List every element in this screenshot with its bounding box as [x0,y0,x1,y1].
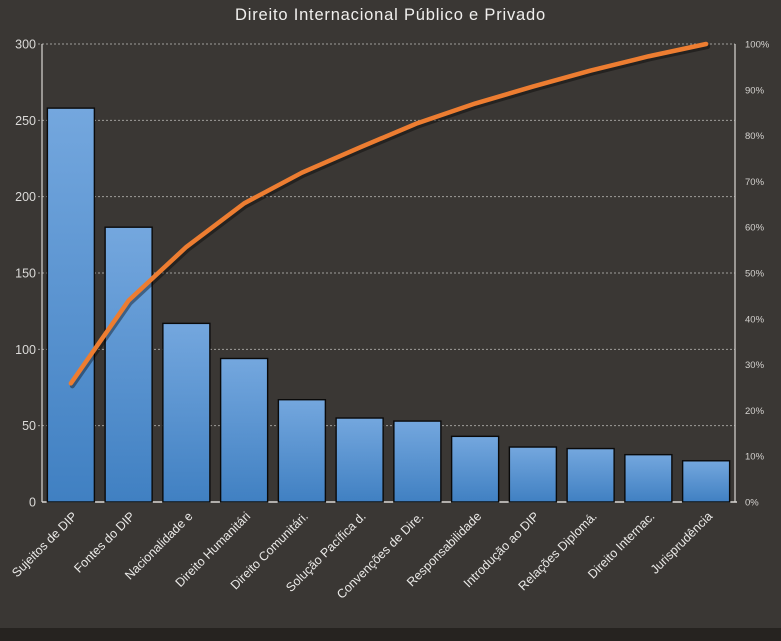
right-axis-tick-label: 20% [745,406,765,417]
bar-12[interactable] [681,460,731,503]
right-axis-tick-label: 90% [745,85,765,96]
bar-5[interactable] [277,399,327,503]
cumulative-line[interactable] [68,41,709,386]
category-label: Sujeitos de DIP [9,509,80,580]
bar-7[interactable] [393,420,442,503]
bar-2[interactable] [104,226,153,503]
right-axis-tick-label: 10% [745,452,765,463]
right-axis-tick-label: 50% [745,269,765,280]
right-axis-tick-label: 70% [745,177,765,188]
right-axis-tick-label: 80% [745,131,765,142]
left-axis-tick-label: 150 [15,267,36,281]
bar-4[interactable] [219,357,269,503]
bar-3[interactable] [162,322,211,503]
category-label: Jurisprudência [648,509,715,576]
bar-6[interactable] [335,417,384,503]
bar-1[interactable] [46,107,96,503]
bar-10[interactable] [566,447,615,503]
left-axis-tick-label: 50 [22,419,36,433]
right-axis-tick-label: 40% [745,314,765,325]
left-axis-tick-label: 200 [15,190,36,204]
left-axis-tick-label: 0 [29,496,36,510]
right-axis-tick-label: 60% [745,223,765,234]
left-axis-tick-label: 300 [15,38,36,52]
bar-11[interactable] [624,453,673,503]
chart-title: Direito Internacional Público e Privado [235,6,546,24]
left-axis-tick-label: 100 [15,343,36,357]
cumulative-line-shadow [69,44,711,389]
bottom-strip [0,628,781,641]
left-axis-tick-label: 250 [15,114,36,128]
right-axis-tick-label: 0% [745,498,759,509]
bar-9[interactable] [508,446,558,503]
right-axis-tick-label: 30% [745,360,765,371]
bar-8[interactable] [450,435,500,503]
right-axis-tick-label: 100% [745,40,770,51]
